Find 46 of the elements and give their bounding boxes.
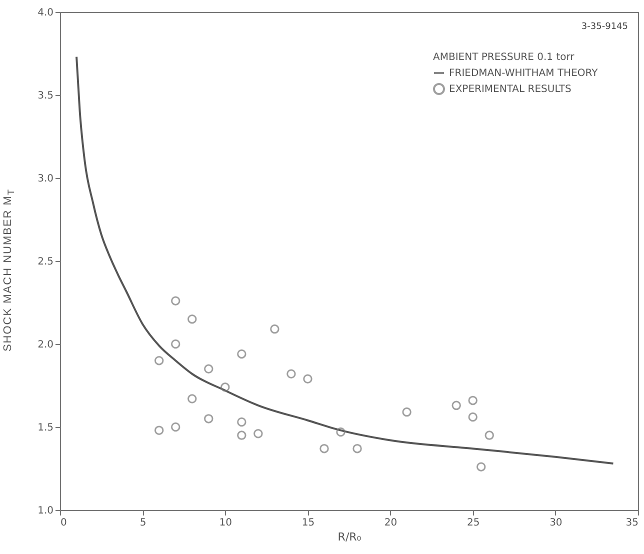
- x-tick-label: 5: [140, 518, 146, 528]
- point: [170, 339, 180, 349]
- point: [237, 430, 246, 440]
- point: [237, 417, 246, 427]
- point: [352, 444, 362, 454]
- x-tick-label: 35: [626, 518, 638, 528]
- point: [170, 422, 180, 432]
- annotation: 3-35-9145: [581, 22, 628, 32]
- point: [154, 356, 164, 366]
- point: [204, 414, 214, 424]
- point: [204, 364, 214, 374]
- point: [303, 374, 312, 384]
- point: [452, 400, 461, 410]
- y-tick-label: 3.5: [38, 90, 54, 102]
- y-tick-label: 2.0: [38, 340, 54, 350]
- y-tick-label: 2.5: [38, 256, 54, 268]
- point: [402, 407, 412, 417]
- point: [237, 349, 246, 359]
- x-tick-label: 25: [466, 518, 480, 528]
- legend-title: AMBIENT PRESSURE 0.1 torr: [433, 52, 576, 63]
- x-tick-label: 15: [302, 518, 315, 528]
- point: [170, 296, 180, 306]
- y-tick-label: 4.0: [38, 8, 54, 18]
- y-tick-label: 3.0: [38, 174, 54, 184]
- point: [220, 382, 230, 392]
- point: [187, 394, 197, 404]
- point: [468, 412, 478, 422]
- x-tick-label: 20: [384, 518, 398, 528]
- x-tick-label: 30: [550, 518, 562, 528]
- point: [484, 430, 494, 440]
- y-tick-label: 1.5: [38, 422, 54, 434]
- x-tick-label: 0: [60, 518, 67, 528]
- x-tick-label: 10: [219, 518, 232, 528]
- point: [286, 369, 296, 378]
- legend-label: EXPERIMENTAL RESULTS: [449, 84, 572, 95]
- point: [270, 324, 280, 334]
- legend-label: FRIEDMAN-WHITHAM THEORY: [449, 68, 599, 79]
- point: [254, 429, 263, 438]
- point: [336, 427, 346, 437]
- y-tick-label: 1.0: [38, 506, 54, 516]
- point: [187, 314, 197, 324]
- point: [154, 426, 164, 435]
- point: [476, 462, 486, 472]
- x-axis-title: R/R₀: [338, 530, 362, 544]
- point: [468, 396, 478, 406]
- point: [320, 444, 329, 454]
